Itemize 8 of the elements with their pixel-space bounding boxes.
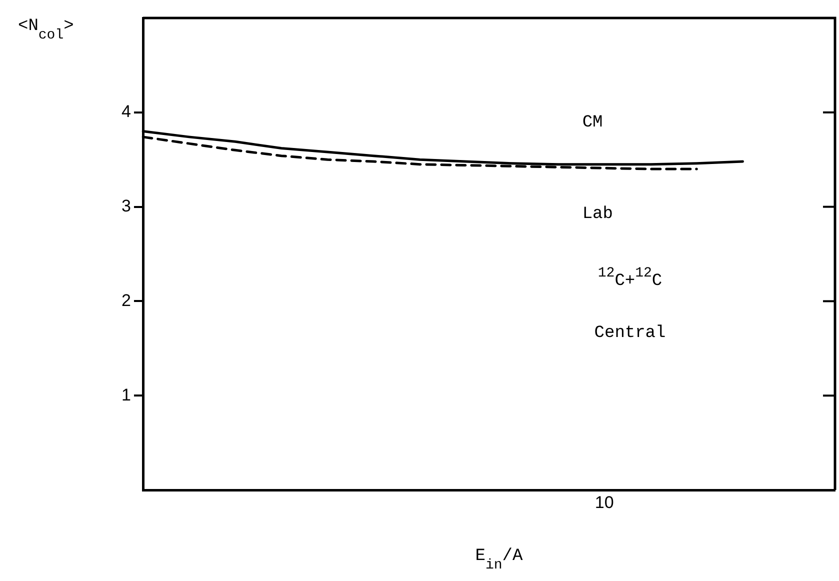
text: Lab bbox=[582, 205, 613, 224]
y-tick-label: 4 bbox=[122, 102, 131, 122]
annotation: Central bbox=[594, 324, 666, 343]
y-tick-label: 2 bbox=[122, 290, 131, 310]
series-label: CM bbox=[582, 113, 603, 132]
x-tick-label: 10 bbox=[594, 492, 614, 512]
y-tick-label: 3 bbox=[122, 196, 131, 216]
y-tick-label: 1 bbox=[122, 385, 131, 404]
